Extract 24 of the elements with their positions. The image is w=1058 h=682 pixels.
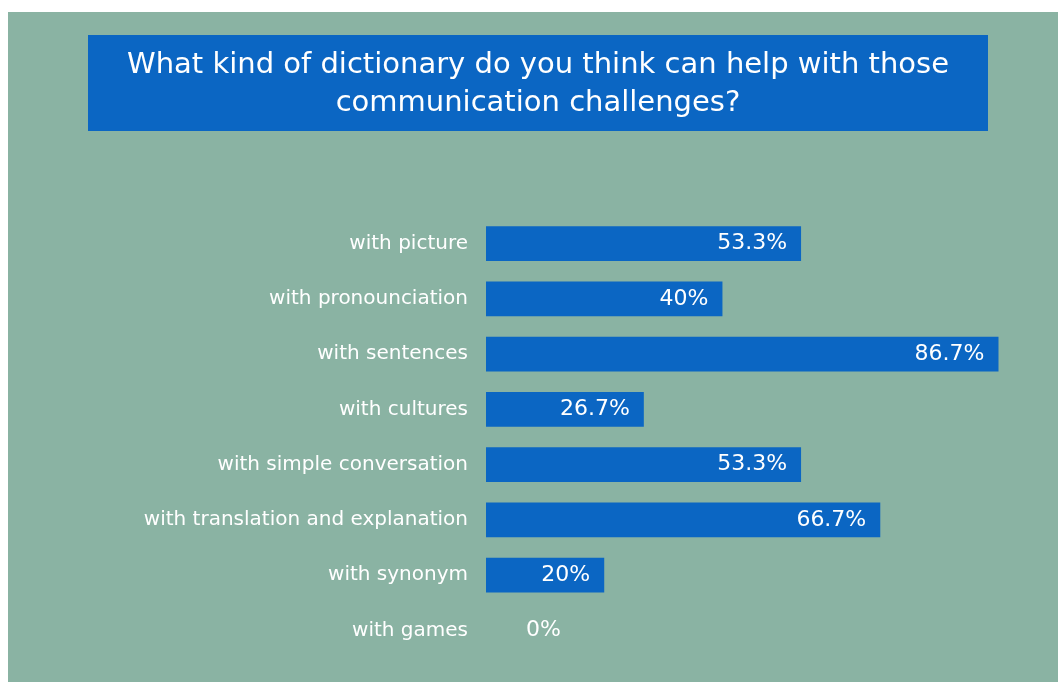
y-tick-label: with simple conversation: [217, 450, 468, 475]
bar: [486, 226, 802, 262]
data-label: 53.3%: [717, 450, 788, 476]
bar: [486, 391, 644, 427]
bar: [486, 336, 999, 372]
y-tick-label: with picture: [349, 229, 468, 254]
bar: [486, 557, 605, 593]
y-tick-label: with translation and explanation: [143, 506, 468, 531]
y-tick-label: with synonym: [328, 561, 468, 586]
data-label: 66.7%: [796, 505, 867, 531]
bar: [486, 447, 802, 483]
data-label: 20%: [541, 560, 591, 586]
y-tick-label: with pronounciation: [269, 285, 468, 310]
data-label: 40%: [659, 284, 709, 310]
chart-title: What kind of dictionary do you think can help with those communication challenges?: [88, 35, 988, 131]
data-label: 0%: [526, 616, 561, 642]
y-tick-label: with cultures: [338, 395, 468, 420]
y-tick-label: with games: [352, 616, 468, 641]
bar: [486, 502, 881, 538]
bar: [486, 281, 723, 317]
data-label: 86.7%: [914, 339, 985, 365]
y-tick-label: with sentences: [317, 340, 468, 365]
data-label: 53.3%: [717, 229, 788, 255]
data-label: 26.7%: [559, 395, 630, 421]
